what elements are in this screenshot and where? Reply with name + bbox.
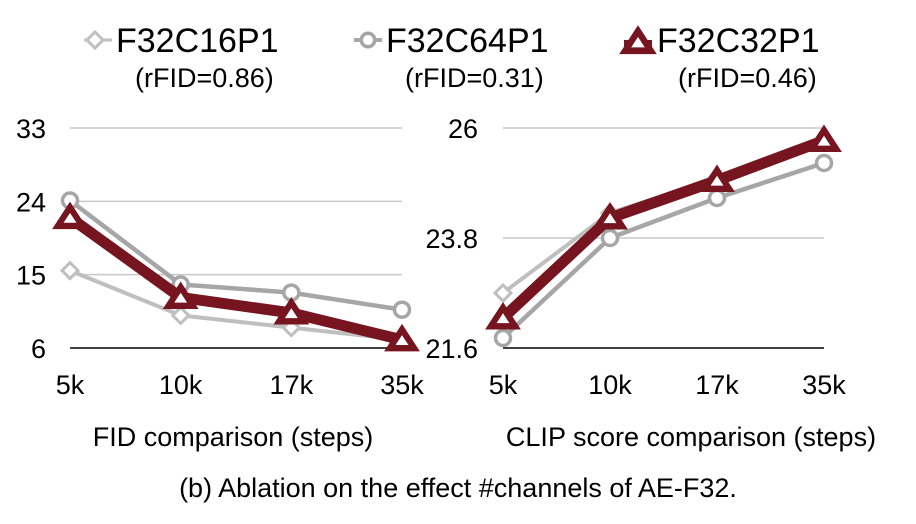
x-tick-label: 35k bbox=[802, 370, 846, 400]
triangle-marker bbox=[619, 25, 657, 55]
circle-marker-point bbox=[493, 328, 513, 348]
fid-chart: 33 24 15 6 5k 10k 17k 35k FID comparison (step… bbox=[16, 114, 424, 452]
diamond-marker-point bbox=[59, 260, 81, 281]
circle-marker-icon bbox=[354, 31, 382, 49]
y-tick-label: 21.6 bbox=[425, 334, 478, 364]
triangle-marker-point bbox=[592, 202, 628, 230]
legend-item-f32c32p1: F32C32P1 (rFID=0.46) bbox=[619, 22, 820, 93]
gridlines bbox=[503, 127, 824, 349]
x-tick-label: 5k bbox=[56, 370, 85, 400]
legend-sublabel: (rFID=0.46) bbox=[678, 63, 817, 93]
triangle-marker-point bbox=[806, 124, 842, 153]
legend-label: F32C64P1 bbox=[386, 22, 549, 60]
circle-marker bbox=[359, 31, 377, 49]
series-line bbox=[501, 160, 825, 340]
triangle-marker-point bbox=[273, 296, 310, 325]
diamond-marker-point bbox=[492, 282, 514, 304]
diamond-marker-icon bbox=[84, 29, 112, 51]
y-tick-label: 24 bbox=[16, 187, 46, 217]
series-f32c64p1 bbox=[493, 153, 834, 348]
series-line bbox=[68, 198, 403, 312]
triangle-marker-point bbox=[699, 164, 735, 193]
series-line bbox=[499, 135, 826, 323]
clip-score-chart: 26 23.8 21.6 5k 10k 17k 35k CLIP score compar… bbox=[425, 114, 876, 452]
circle-marker-point bbox=[392, 300, 412, 319]
series-f32c32p1 bbox=[52, 201, 420, 352]
triangle-marker-point bbox=[485, 302, 521, 330]
diamond-marker-point bbox=[170, 305, 191, 326]
y-tick-label: 15 bbox=[16, 261, 46, 291]
series-layer bbox=[485, 124, 842, 348]
legend-label: F32C16P1 bbox=[116, 22, 279, 60]
y-tick-label: 6 bbox=[31, 334, 46, 364]
legend-item-f32c64p1: F32C64P1 (rFID=0.31) bbox=[354, 22, 549, 93]
circle-marker-point bbox=[600, 228, 620, 248]
y-tick-labels: 26 23.8 21.6 bbox=[425, 114, 478, 364]
series-f32c32p1 bbox=[485, 124, 842, 330]
gridlines bbox=[70, 127, 402, 349]
y-tick-label: 23.8 bbox=[425, 224, 478, 254]
legend-item-f32c16p1: F32C16P1 (rFID=0.86) bbox=[84, 22, 279, 93]
x-tick-label: 17k bbox=[695, 370, 739, 400]
circle-marker-point bbox=[814, 153, 834, 173]
triangle-marker-point bbox=[384, 323, 420, 352]
circle-marker-point bbox=[707, 188, 727, 208]
x-tick-label: 5k bbox=[489, 370, 518, 400]
legend-sublabel: (rFID=0.31) bbox=[405, 63, 544, 93]
series-f32c16p1 bbox=[59, 260, 413, 350]
triangle-marker-point bbox=[162, 281, 199, 310]
y-tick-labels: 33 24 15 6 bbox=[16, 114, 46, 364]
x-tick-label: 17k bbox=[270, 370, 314, 400]
series-line bbox=[69, 268, 403, 342]
x-tick-label: 10k bbox=[159, 370, 203, 400]
x-tick-labels: 5k 10k 17k 35k bbox=[56, 370, 425, 400]
triangle-marker-point bbox=[52, 201, 88, 230]
legend-sublabel: (rFID=0.86) bbox=[135, 63, 274, 93]
legend-label: F32C32P1 bbox=[657, 22, 820, 60]
figure-caption: (b) Ablation on the effect #channels of … bbox=[179, 473, 737, 503]
x-axis-label: CLIP score comparison (steps) bbox=[506, 422, 876, 452]
x-tick-label: 10k bbox=[588, 370, 632, 400]
triangle-marker-icon bbox=[619, 25, 657, 55]
series-line bbox=[66, 213, 404, 346]
x-tick-labels: 5k 10k 17k 35k bbox=[489, 370, 847, 400]
y-tick-label: 26 bbox=[448, 114, 478, 144]
y-tick-label: 33 bbox=[16, 114, 46, 144]
diamond-marker bbox=[84, 29, 106, 51]
x-axis-label: FID comparison (steps) bbox=[93, 422, 374, 452]
legend: F32C16P1 (rFID=0.86) F32C64P1 (rFID=0.31… bbox=[84, 22, 820, 93]
x-tick-label: 35k bbox=[380, 370, 424, 400]
series-layer bbox=[52, 191, 420, 352]
